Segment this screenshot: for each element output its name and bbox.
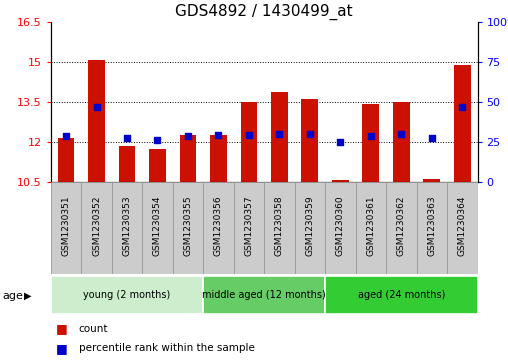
Bar bbox=[173, 182, 203, 274]
Text: GSM1230351: GSM1230351 bbox=[61, 195, 71, 256]
Text: count: count bbox=[79, 323, 108, 334]
Text: ■: ■ bbox=[56, 342, 68, 355]
Text: age: age bbox=[3, 291, 23, 301]
Bar bbox=[234, 182, 264, 274]
Bar bbox=[362, 104, 379, 182]
Text: aged (24 months): aged (24 months) bbox=[358, 290, 445, 300]
Text: middle aged (12 months): middle aged (12 months) bbox=[202, 290, 326, 300]
Bar bbox=[112, 182, 142, 274]
Text: GSM1230359: GSM1230359 bbox=[305, 195, 314, 256]
Bar bbox=[203, 276, 325, 314]
Point bbox=[367, 133, 375, 139]
Point bbox=[428, 135, 436, 140]
Bar bbox=[264, 182, 295, 274]
Point bbox=[184, 133, 192, 139]
Bar bbox=[332, 180, 348, 182]
Point bbox=[92, 104, 101, 110]
Point bbox=[123, 135, 131, 140]
Text: ▶: ▶ bbox=[24, 291, 32, 301]
Text: GSM1230363: GSM1230363 bbox=[427, 195, 436, 256]
Text: GSM1230361: GSM1230361 bbox=[366, 195, 375, 256]
Point bbox=[214, 132, 223, 138]
Text: GSM1230364: GSM1230364 bbox=[458, 195, 467, 256]
Bar bbox=[386, 182, 417, 274]
Text: percentile rank within the sample: percentile rank within the sample bbox=[79, 343, 255, 354]
Bar bbox=[180, 135, 196, 182]
Text: GSM1230357: GSM1230357 bbox=[244, 195, 253, 256]
Text: GSM1230355: GSM1230355 bbox=[183, 195, 193, 256]
Bar bbox=[295, 182, 325, 274]
Title: GDS4892 / 1430499_at: GDS4892 / 1430499_at bbox=[175, 4, 353, 20]
Text: GSM1230362: GSM1230362 bbox=[397, 195, 406, 256]
Bar bbox=[423, 179, 440, 182]
Point bbox=[275, 131, 283, 136]
Bar bbox=[88, 60, 105, 182]
Bar bbox=[302, 99, 318, 182]
Point bbox=[245, 132, 253, 138]
Text: GSM1230356: GSM1230356 bbox=[214, 195, 223, 256]
Bar bbox=[393, 102, 409, 182]
Bar bbox=[203, 182, 234, 274]
Bar bbox=[142, 182, 173, 274]
Text: GSM1230360: GSM1230360 bbox=[336, 195, 345, 256]
Bar bbox=[271, 92, 288, 182]
Bar bbox=[454, 65, 470, 182]
Text: GSM1230352: GSM1230352 bbox=[92, 195, 101, 256]
Bar bbox=[210, 135, 227, 182]
Point bbox=[306, 131, 314, 137]
Text: GSM1230354: GSM1230354 bbox=[153, 195, 162, 256]
Bar bbox=[51, 182, 81, 274]
Point bbox=[153, 137, 162, 143]
Bar bbox=[240, 102, 257, 182]
Bar bbox=[51, 276, 203, 314]
Bar bbox=[149, 149, 166, 182]
Text: GSM1230353: GSM1230353 bbox=[122, 195, 132, 256]
Point bbox=[62, 133, 70, 139]
Bar bbox=[58, 138, 75, 182]
Text: young (2 months): young (2 months) bbox=[83, 290, 171, 300]
Text: ■: ■ bbox=[56, 322, 68, 335]
Point bbox=[458, 105, 466, 110]
Point bbox=[397, 131, 405, 136]
Bar bbox=[325, 276, 478, 314]
Text: GSM1230358: GSM1230358 bbox=[275, 195, 284, 256]
Bar bbox=[417, 182, 447, 274]
Bar bbox=[447, 182, 478, 274]
Bar bbox=[325, 182, 356, 274]
Bar bbox=[356, 182, 386, 274]
Bar bbox=[81, 182, 112, 274]
Point bbox=[336, 139, 344, 144]
Bar bbox=[118, 146, 135, 182]
